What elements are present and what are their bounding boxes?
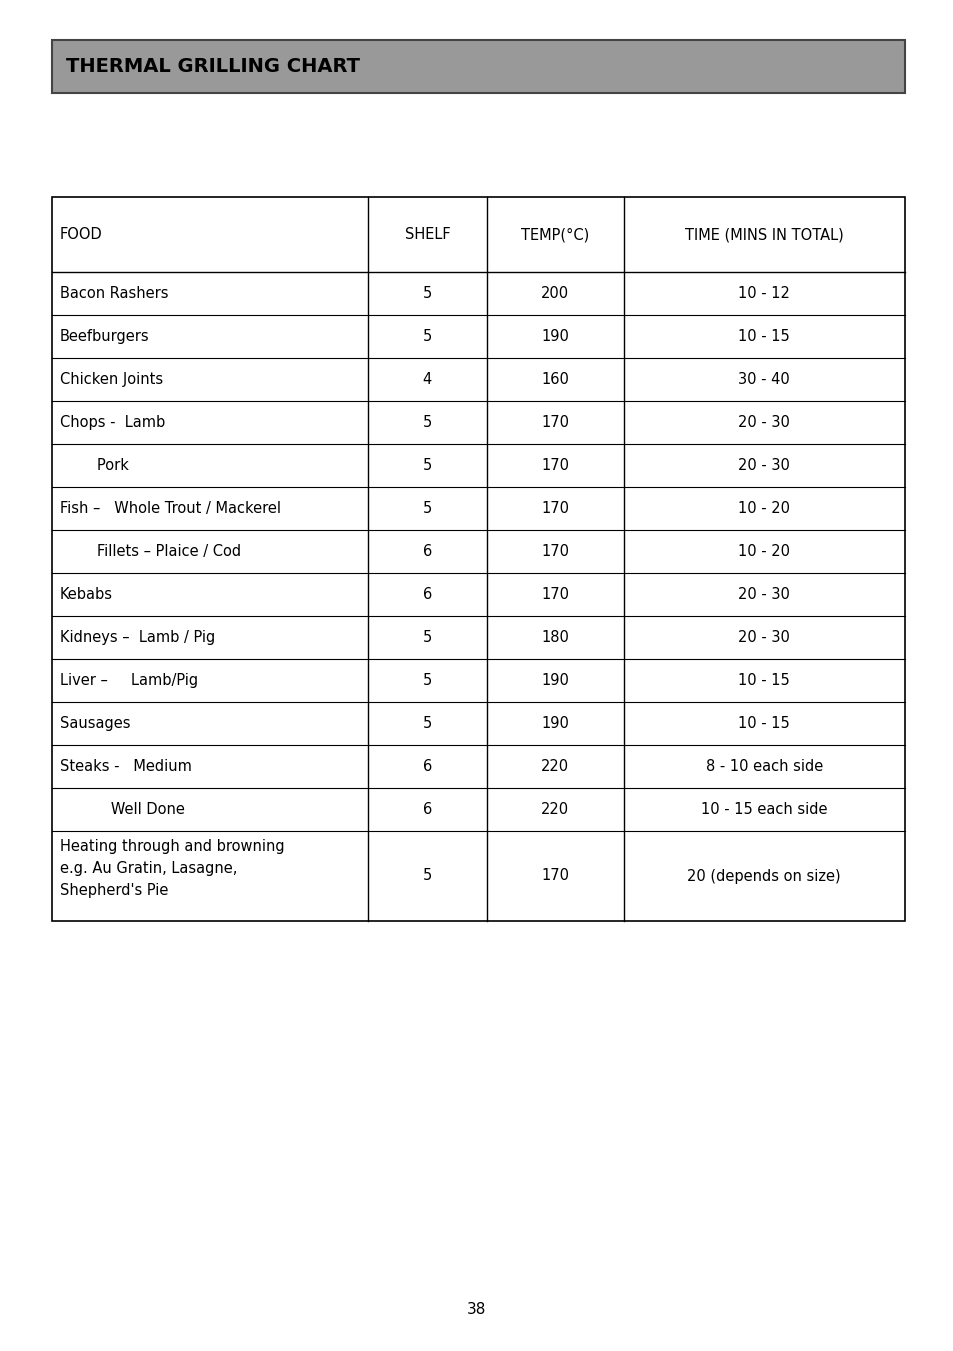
- Text: 4: 4: [422, 372, 432, 386]
- Text: 5: 5: [422, 630, 432, 644]
- Text: 10 - 20: 10 - 20: [738, 501, 789, 516]
- Text: 10 - 15 each side: 10 - 15 each side: [700, 802, 826, 817]
- Text: 170: 170: [540, 501, 569, 516]
- Text: TEMP(°C): TEMP(°C): [520, 227, 589, 242]
- FancyBboxPatch shape: [52, 41, 904, 93]
- Text: 20 - 30: 20 - 30: [738, 630, 789, 644]
- Text: 160: 160: [540, 372, 569, 386]
- Text: Pork: Pork: [60, 458, 129, 473]
- Text: 10 - 20: 10 - 20: [738, 544, 789, 559]
- Text: 5: 5: [422, 458, 432, 473]
- Text: 170: 170: [540, 415, 569, 430]
- FancyBboxPatch shape: [52, 197, 904, 921]
- Text: 5: 5: [422, 869, 432, 884]
- Text: 5: 5: [422, 330, 432, 345]
- Text: Sausages: Sausages: [60, 716, 131, 731]
- Text: 6: 6: [422, 802, 432, 817]
- Text: 5: 5: [422, 673, 432, 688]
- Text: 10 - 15: 10 - 15: [738, 673, 789, 688]
- Text: 6: 6: [422, 586, 432, 603]
- Text: 5: 5: [422, 415, 432, 430]
- Text: 200: 200: [540, 286, 569, 301]
- Text: Heating through and browning
e.g. Au Gratin, Lasagne,
Shepherd's Pie: Heating through and browning e.g. Au Gra…: [60, 839, 284, 898]
- Text: 20 (depends on size): 20 (depends on size): [687, 869, 841, 884]
- Text: Kidneys –  Lamb / Pig: Kidneys – Lamb / Pig: [60, 630, 215, 644]
- Text: 10 - 12: 10 - 12: [738, 286, 789, 301]
- Text: 5: 5: [422, 716, 432, 731]
- Text: 220: 220: [540, 759, 569, 774]
- Text: 5: 5: [422, 501, 432, 516]
- Text: 20 - 30: 20 - 30: [738, 586, 789, 603]
- Text: 20 - 30: 20 - 30: [738, 415, 789, 430]
- Text: Steaks -   Medium: Steaks - Medium: [60, 759, 192, 774]
- Text: THERMAL GRILLING CHART: THERMAL GRILLING CHART: [66, 57, 359, 76]
- Text: Fish –   Whole Trout / Mackerel: Fish – Whole Trout / Mackerel: [60, 501, 281, 516]
- Text: Liver –     Lamb/Pig: Liver – Lamb/Pig: [60, 673, 198, 688]
- Text: Well Done: Well Done: [60, 802, 185, 817]
- Text: SHELF: SHELF: [404, 227, 450, 242]
- Text: 170: 170: [540, 869, 569, 884]
- Text: 190: 190: [540, 673, 569, 688]
- Text: 190: 190: [540, 716, 569, 731]
- Text: 220: 220: [540, 802, 569, 817]
- Text: Chops -  Lamb: Chops - Lamb: [60, 415, 165, 430]
- Text: 6: 6: [422, 544, 432, 559]
- Text: Chicken Joints: Chicken Joints: [60, 372, 163, 386]
- Text: 38: 38: [467, 1302, 486, 1317]
- Text: 10 - 15: 10 - 15: [738, 716, 789, 731]
- Text: 190: 190: [540, 330, 569, 345]
- Text: 5: 5: [422, 286, 432, 301]
- Text: FOOD: FOOD: [60, 227, 103, 242]
- Text: TIME (MINS IN TOTAL): TIME (MINS IN TOTAL): [684, 227, 842, 242]
- Text: Kebabs: Kebabs: [60, 586, 112, 603]
- Text: Fillets – Plaice / Cod: Fillets – Plaice / Cod: [60, 544, 241, 559]
- Text: Bacon Rashers: Bacon Rashers: [60, 286, 169, 301]
- Text: 10 - 15: 10 - 15: [738, 330, 789, 345]
- Text: 30 - 40: 30 - 40: [738, 372, 789, 386]
- Text: Beefburgers: Beefburgers: [60, 330, 150, 345]
- Text: 6: 6: [422, 759, 432, 774]
- Text: 20 - 30: 20 - 30: [738, 458, 789, 473]
- Text: 180: 180: [540, 630, 569, 644]
- Text: 8 - 10 each side: 8 - 10 each side: [705, 759, 822, 774]
- Text: 170: 170: [540, 586, 569, 603]
- Text: 170: 170: [540, 458, 569, 473]
- Text: 170: 170: [540, 544, 569, 559]
